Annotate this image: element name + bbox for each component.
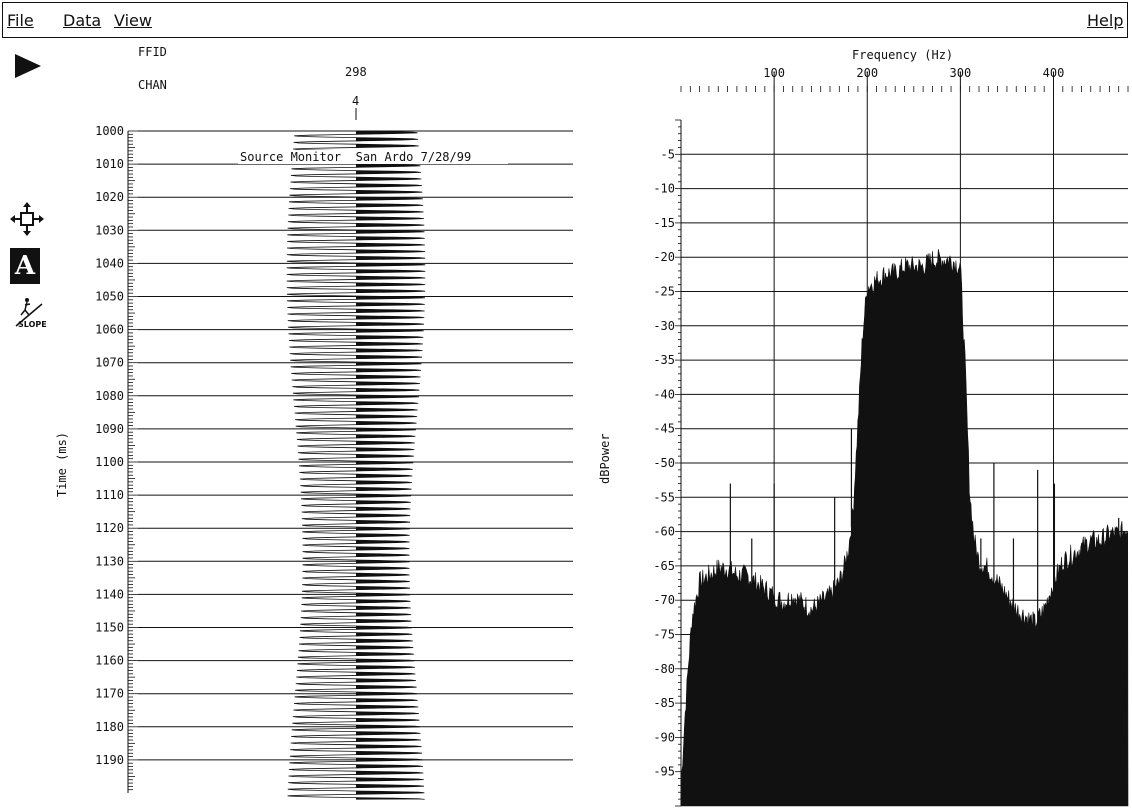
db-tick-label: -40 — [653, 387, 675, 401]
menu-file[interactable]: File — [7, 11, 34, 30]
time-tick-label: 1000 — [95, 124, 124, 138]
db-tick-label: -80 — [653, 662, 675, 676]
time-tick-label: 1150 — [95, 621, 124, 635]
slope-label: SLOPE — [18, 320, 47, 329]
time-tick-label: 1050 — [95, 290, 124, 304]
time-tick-label: 1090 — [95, 422, 124, 436]
db-tick-label: -90 — [653, 730, 675, 744]
annotation-bg — [238, 150, 508, 164]
menu-file-label: File — [7, 11, 34, 30]
db-tick-label: -10 — [653, 182, 675, 196]
time-tick-label: 1160 — [95, 654, 124, 668]
timing-lines — [138, 130, 573, 761]
time-tick-label: 1070 — [95, 356, 124, 370]
menu-data[interactable]: Data — [63, 11, 101, 30]
chan-label: CHAN — [138, 78, 167, 92]
freq-tick-label: 200 — [856, 66, 878, 80]
db-tick-label: -50 — [653, 456, 675, 470]
menu-help-label: Help — [1087, 11, 1124, 30]
time-tick-label: 1130 — [95, 554, 124, 568]
time-tick-label: 1010 — [95, 157, 124, 171]
seismic-trace — [286, 130, 426, 800]
play-button[interactable] — [12, 52, 44, 80]
trace-wiggle-line — [286, 130, 426, 800]
trace-annotation: Source Monitor San Ardo 7/28/99 — [240, 150, 471, 164]
time-tick-label: 1110 — [95, 488, 124, 502]
menu-view-label: View — [114, 11, 152, 30]
annotate-a-icon: A — [14, 251, 36, 281]
frequency-axis-label: Frequency (Hz) — [852, 48, 953, 62]
db-tick-label: -45 — [653, 422, 675, 436]
menu-help[interactable]: Help — [1087, 11, 1123, 30]
time-tick-label: 1120 — [95, 521, 124, 535]
slope-icon — [15, 298, 43, 327]
spectrum-plot — [680, 249, 1129, 807]
db-tick-label: -35 — [653, 353, 675, 367]
spectrum-area — [680, 249, 1129, 807]
db-tick-label: -20 — [653, 250, 675, 264]
freq-tick-label: 100 — [763, 66, 785, 80]
db-tick-label: -65 — [653, 559, 675, 573]
time-tick-label: 1060 — [95, 323, 124, 337]
spectrum-axes: -5 -10 -15 -20 -25 -30 -35 -40 -45 -50 -55 -60 -65 -7… — [653, 66, 1129, 807]
db-tick-label: -60 — [653, 525, 675, 539]
dbpower-axis-label: dBPower — [598, 433, 612, 484]
db-tick-label: -85 — [653, 696, 675, 710]
chan-value: 4 — [352, 94, 359, 108]
time-tick-label: 1080 — [95, 389, 124, 403]
freq-tick-label: 300 — [950, 66, 972, 80]
time-tick-label: 1020 — [95, 190, 124, 204]
ffid-value: 298 — [345, 65, 367, 79]
time-tick-label: 1100 — [95, 455, 124, 469]
play-icon — [15, 54, 41, 78]
db-tick-label: -30 — [653, 319, 675, 333]
menu-data-label: Data — [63, 11, 102, 30]
time-tick-label: 1190 — [95, 753, 124, 767]
annotate-tool-button[interactable]: A — [10, 248, 40, 284]
db-tick-label: -25 — [653, 285, 675, 299]
db-tick-label: -55 — [653, 490, 675, 504]
slope-tool-button[interactable]: SLOPE — [12, 296, 48, 332]
ffid-label: FFID — [138, 45, 167, 59]
time-tick-label: 1030 — [95, 223, 124, 237]
db-tick-label: -70 — [653, 593, 675, 607]
freq-tick-label: 400 — [1043, 66, 1065, 80]
move-arrows-icon — [10, 202, 44, 236]
menu-view[interactable]: View — [114, 11, 152, 30]
db-tick-label: -75 — [653, 628, 675, 642]
time-tick-label: 1170 — [95, 687, 124, 701]
move-tool-button[interactable] — [10, 202, 44, 236]
time-axis: 1000 1010 1020 1030 1040 1050 1060 1070 1080 1090… — [95, 124, 138, 793]
time-axis-label: Time (ms) — [55, 432, 69, 497]
time-tick-label: 1180 — [95, 720, 124, 734]
time-tick-label: 1140 — [95, 587, 124, 601]
db-tick-label: -5 — [661, 147, 675, 161]
time-tick-label: 1040 — [95, 256, 124, 270]
db-tick-label: -95 — [653, 765, 675, 779]
menu-bar: File Data View Help — [2, 2, 1128, 38]
db-tick-label: -15 — [653, 216, 675, 230]
